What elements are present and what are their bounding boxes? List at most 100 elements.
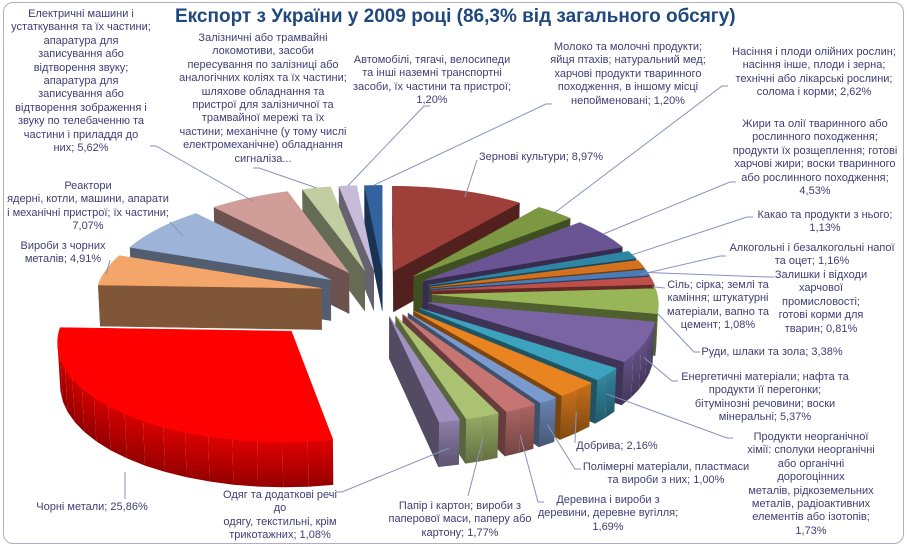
pie-slice-rim-wall — [93, 397, 111, 451]
pie-slice-rim-wall — [605, 368, 617, 418]
callout-line — [647, 272, 774, 278]
pie-slice-top — [413, 207, 571, 277]
pie-slice-rim-wall — [505, 408, 521, 457]
callout-line — [643, 357, 678, 382]
pie-slice-rim-wall — [481, 413, 499, 461]
data-label: Реактори ядерні, котли, машини, апарати … — [7, 180, 169, 233]
pie-slice-rim-wall — [465, 416, 483, 464]
pie-slice-rim-wall — [257, 441, 284, 488]
callout-line — [574, 411, 577, 444]
pie-slice-top — [407, 312, 557, 404]
pie-slice-rim-wall — [655, 305, 659, 356]
data-label: Залізничні або трамвайні локомотиви, зас… — [179, 32, 347, 165]
callout-line — [640, 255, 726, 275]
callout-line — [546, 424, 581, 470]
data-label: Одяг та додаткові речі до одягу, текстил… — [223, 489, 337, 542]
pie-slice-rim-wall — [575, 382, 592, 434]
pie-slice-rim-wall — [649, 321, 655, 373]
pie-slice-rim-wall — [438, 419, 460, 467]
pie-slice-16 — [57, 327, 334, 488]
chart-title: Експорт з України у 2009 році (86,3% від… — [0, 6, 907, 28]
callout-line — [657, 313, 700, 353]
pie-slice-rim-wall — [282, 441, 309, 488]
callout-line — [150, 145, 254, 202]
data-label: Руди, шлаки та зола; 3,38% — [701, 346, 843, 358]
pie-slice-rim-wall — [65, 368, 75, 423]
pie-slice-rim-wall — [163, 427, 187, 478]
pie-slice-top — [419, 308, 617, 381]
pie-slice-top — [413, 310, 592, 396]
pie-slice-rim-wall — [232, 439, 259, 487]
pie-slice-rim-wall — [639, 338, 648, 390]
callout-line — [603, 181, 736, 235]
callout-line — [464, 159, 478, 198]
chart-title-text: Експорт з України у 2009 році (86,3% від… — [175, 6, 736, 27]
data-label: Сіль; сірка; землі та каміння; штукатурн… — [667, 279, 769, 332]
pie-slice-22 — [364, 185, 383, 311]
data-label: Жири та олії тваринного або рослинного п… — [732, 118, 898, 198]
data-label: Енергетичні матеріали; нафта та продукти… — [681, 371, 849, 424]
pie-slice-rim-wall — [519, 404, 535, 453]
pie-slice-rim-wall — [108, 405, 127, 459]
data-label: Какао та продукти з нього; 1,13% — [757, 209, 893, 235]
pie-slice-top — [427, 302, 656, 363]
data-label: Автомобілі, тягачі, велосипеди та інші н… — [352, 54, 512, 107]
pie-slice-17 — [97, 255, 322, 330]
callout-line — [606, 393, 733, 439]
data-label: Деревина і вироби з деревини, деревне ву… — [537, 494, 679, 533]
pie-slice-top — [97, 255, 322, 289]
pie-slice-15 — [389, 316, 461, 468]
pie-slice-rim-wall — [208, 436, 234, 485]
data-label: Молоко та молочні продукти; яйця птахів;… — [550, 41, 706, 107]
pie-slice-rim-wall — [560, 389, 578, 440]
pie-slice-rim-wall — [307, 439, 334, 487]
callout-line — [373, 103, 552, 186]
callout-line — [554, 85, 728, 213]
pie-slice-top — [389, 316, 461, 423]
pie-slice-rim-wall — [645, 330, 652, 381]
callout-line — [467, 440, 483, 497]
data-label: Продукти неорганічної хімії: сполуки нео… — [747, 431, 875, 537]
data-label: Електричні машини і устаткування та їх ч… — [11, 8, 151, 155]
callout-line — [253, 167, 317, 189]
pie-slice-top — [431, 276, 655, 291]
pie-slice-top — [429, 260, 645, 288]
callout-line — [336, 447, 450, 493]
pie-slice-top — [395, 315, 500, 420]
pie-slice-top — [129, 213, 331, 280]
data-label: Насіння і плоди олійних рослин; насіння … — [732, 46, 896, 99]
pie-slice-rim-wall — [621, 354, 634, 405]
pie-slice-rim-wall — [72, 378, 85, 432]
callout-line — [347, 105, 430, 187]
pie-slice-top — [392, 186, 521, 272]
pie-slice-rim-wall — [81, 388, 97, 442]
pie-slice-rim-wall — [57, 348, 63, 402]
callout-line — [652, 286, 666, 289]
callout-line — [169, 221, 184, 237]
pie-slice-rim-wall — [124, 413, 145, 466]
callout-line — [105, 259, 111, 275]
pie-slice-rim-wall — [143, 420, 166, 472]
pie-slice-side-wall — [97, 284, 322, 330]
pie-slice-rim-wall — [185, 432, 210, 482]
data-label: Добрива; 2,16% — [576, 440, 658, 452]
data-label: Вироби з чорних металів; 4,91% — [20, 240, 106, 266]
pie-slice-top — [213, 191, 350, 274]
pie-slice-rim-wall — [60, 358, 68, 412]
data-label: Алкогольні і безалкогольні напої та оцет… — [729, 242, 895, 268]
data-label: Полімерні матеріали, пластмаси та вироби… — [582, 461, 750, 487]
data-label: Залишки і відходи харчової промисловості… — [774, 269, 868, 335]
pie-slice-rim-wall — [631, 346, 642, 398]
pie-slice-top — [57, 327, 334, 443]
pie-slice-top — [402, 314, 536, 412]
pie-slice-top — [431, 288, 659, 314]
data-label: Чорні метали; 25,86% — [36, 501, 148, 513]
pie-slice-rim-wall — [538, 397, 556, 448]
callout-lines — [105, 85, 774, 503]
pie-slice-rim-wall — [595, 374, 608, 424]
callout-line — [632, 216, 753, 256]
data-label: Зернові культури; 8,97% — [478, 151, 604, 163]
callout-line — [519, 434, 544, 503]
